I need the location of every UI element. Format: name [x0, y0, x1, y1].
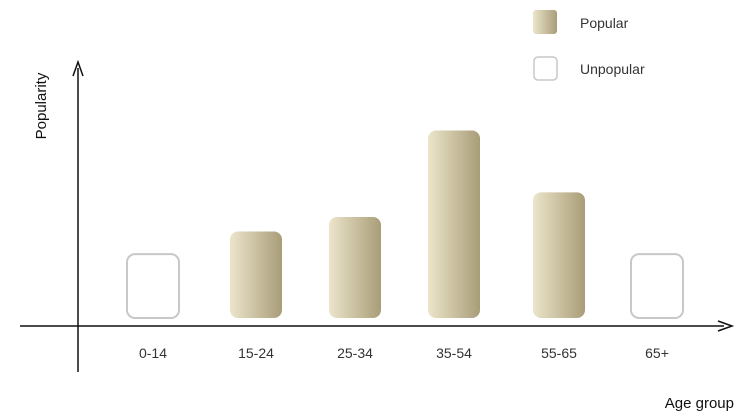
legend-swatch-unpopular — [533, 56, 558, 81]
legend-label-popular: Popular — [580, 15, 629, 31]
x-tick-label-35-54: 35-54 — [436, 345, 472, 361]
bar-65+ — [630, 253, 684, 319]
x-axis-arrow-icon — [717, 320, 735, 332]
x-tick-label-0-14: 0-14 — [139, 345, 167, 361]
bar-55-65 — [533, 192, 585, 318]
x-tick-label-15-24: 15-24 — [238, 345, 274, 361]
bar-0-14 — [126, 253, 180, 319]
x-tick-label-65+: 65+ — [645, 345, 669, 361]
bar-35-54 — [428, 130, 480, 318]
x-tick-label-55-65: 55-65 — [541, 345, 577, 361]
axes — [20, 59, 735, 372]
bars — [126, 130, 684, 319]
bar-25-34 — [329, 217, 381, 318]
legend: Popular Unpopular — [533, 10, 645, 81]
legend-label-unpopular: Unpopular — [580, 61, 645, 77]
y-axis-title: Popularity — [33, 72, 50, 139]
legend-swatch-popular — [533, 10, 557, 34]
y-axis-arrow-icon — [72, 59, 84, 77]
x-axis-title: Age group — [665, 395, 734, 412]
bar-15-24 — [230, 231, 282, 318]
x-tick-labels: 0-14 15-24 25-34 35-54 55-65 65+ — [139, 345, 669, 361]
x-tick-label-25-34: 25-34 — [337, 345, 373, 361]
